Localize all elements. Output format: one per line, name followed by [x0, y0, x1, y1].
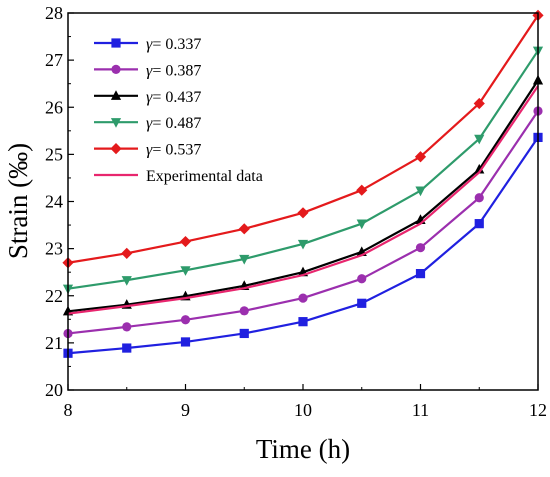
data-point-3-1	[121, 276, 132, 286]
legend-value: = 0.437	[152, 89, 201, 106]
data-point-4-7	[473, 97, 485, 110]
data-point-3-2	[180, 266, 191, 276]
y-tick-label: 21	[45, 333, 63, 353]
y-tick-label: 25	[45, 144, 63, 164]
x-tick-label: 10	[294, 400, 312, 420]
data-point-1-4	[298, 293, 308, 303]
data-point-0-3	[239, 328, 249, 339]
legend-value: = 0.537	[152, 142, 201, 159]
data-point-1-6	[415, 243, 426, 253]
legend-item-3: γ= 0.487	[94, 115, 201, 132]
legend-label: γ= 0.437	[146, 89, 201, 106]
data-point-3-3	[239, 254, 250, 265]
legend-item-4: γ= 0.537	[94, 142, 201, 159]
x-tick-label: 12	[529, 400, 547, 420]
legend-symbol: γ	[146, 89, 153, 106]
data-point-4-3	[238, 223, 250, 235]
data-point-4-5	[356, 184, 368, 196]
y-tick-label: 26	[45, 97, 63, 117]
legend-symbol: γ	[146, 62, 153, 79]
series-line-4	[67, 14, 539, 264]
data-point-0-1	[122, 343, 132, 353]
data-point-3-4	[297, 239, 309, 250]
data-point-4-4	[297, 207, 309, 219]
data-point-1-2	[180, 315, 191, 325]
legend-value: Experimental data	[146, 168, 263, 185]
y-tick-label: 22	[45, 286, 63, 306]
data-point-4-1	[121, 247, 133, 259]
legend-label: γ= 0.337	[146, 36, 201, 53]
legend-symbol: γ	[146, 115, 153, 132]
legend-marker	[111, 38, 121, 48]
legend-symbol: γ	[146, 36, 153, 53]
legend-value: = 0.387	[152, 62, 201, 79]
data-point-1-3	[239, 306, 249, 316]
data-point-4-2	[179, 235, 192, 248]
legend-item-2: γ= 0.437	[94, 89, 201, 106]
legend-marker	[111, 64, 121, 74]
legend-label: Experimental data	[146, 168, 263, 185]
series-line-5	[67, 85, 539, 315]
y-tick-label: 24	[45, 192, 63, 212]
series-4	[62, 9, 544, 269]
data-point-0-5	[357, 298, 367, 308]
legend-item-0: γ= 0.337	[94, 36, 201, 53]
y-tick-label: 23	[45, 239, 63, 259]
legend-symbol: γ	[146, 142, 153, 159]
data-point-3-5	[356, 219, 367, 230]
data-point-1-1	[122, 322, 132, 332]
legend-value: = 0.337	[152, 36, 201, 53]
data-point-4-6	[414, 151, 427, 163]
legend-marker	[110, 90, 122, 100]
x-axis-label: Time (h)	[256, 434, 350, 464]
data-point-1-7	[474, 193, 484, 203]
data-point-3-7	[474, 134, 485, 145]
legend-marker	[110, 118, 122, 128]
data-point-0-4	[298, 317, 308, 327]
data-point-3-6	[415, 186, 426, 197]
legend-label: γ= 0.537	[146, 142, 201, 159]
legend-label: γ= 0.487	[146, 115, 201, 132]
data-point-2-7	[474, 163, 485, 174]
y-tick-label: 20	[45, 380, 63, 400]
legend-item-1: γ= 0.387	[94, 62, 201, 79]
series-layer	[62, 9, 544, 358]
data-point-0-6	[415, 269, 426, 279]
series-3	[62, 46, 544, 295]
series-5	[67, 85, 539, 315]
y-tick-label: 27	[45, 50, 63, 70]
data-point-0-7	[474, 219, 484, 229]
y-tick-label: 28	[45, 3, 63, 23]
legend-item-5: Experimental data	[94, 168, 263, 185]
legend-value: = 0.487	[152, 115, 201, 132]
x-tick-label: 11	[412, 400, 429, 420]
data-point-0-2	[180, 337, 191, 347]
y-axis-label: Strain (‰)	[3, 143, 33, 259]
x-tick-label: 9	[181, 400, 190, 420]
legend-marker	[110, 143, 122, 155]
legend-label: γ= 0.387	[146, 62, 201, 79]
ticks-layer: 8 9 10 11 12 20 21 22 23 24 25 26 27 28	[45, 3, 547, 420]
series-line-3	[67, 50, 539, 290]
plot-frame	[67, 12, 539, 391]
data-point-1-5	[357, 274, 367, 284]
x-tick-label: 8	[64, 400, 73, 420]
